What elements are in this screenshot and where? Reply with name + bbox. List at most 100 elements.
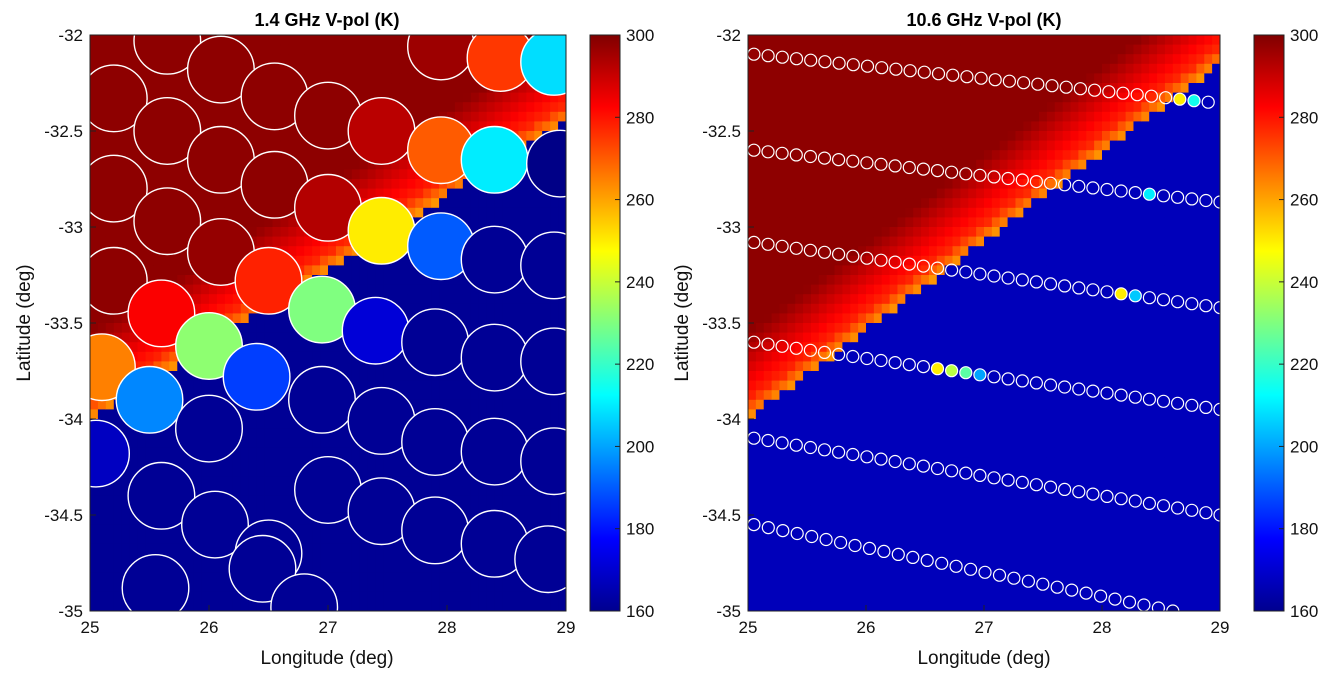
heatmap-cell xyxy=(755,150,765,161)
heatmap-cell xyxy=(248,313,258,324)
heatmap-cell xyxy=(558,419,566,430)
heatmap-cell xyxy=(834,255,843,266)
heatmap-cell xyxy=(763,409,773,420)
heatmap-cell xyxy=(137,342,147,353)
heatmap-cell xyxy=(447,399,456,410)
heatmap-cell xyxy=(375,83,385,94)
heatmap-cell xyxy=(873,102,883,113)
heatmap-cell xyxy=(826,467,836,478)
heatmap-cell xyxy=(304,543,313,554)
heatmap-cell xyxy=(866,275,875,286)
heatmap-cell xyxy=(232,207,242,218)
heatmap-cell xyxy=(304,361,313,372)
heatmap-cell xyxy=(486,582,496,593)
heatmap-cell xyxy=(810,284,820,295)
heatmap-cell xyxy=(105,140,115,151)
heatmap-cell xyxy=(866,495,875,506)
heatmap-cell xyxy=(834,236,843,247)
heatmap-cell xyxy=(795,447,804,458)
heatmap-cell xyxy=(328,54,337,65)
heatmap-cell xyxy=(905,236,914,247)
heatmap-cell xyxy=(312,73,321,84)
heatmap-cell xyxy=(201,467,210,478)
heatmap-cell xyxy=(486,217,496,228)
heatmap-cell xyxy=(834,169,843,180)
heatmap-cell xyxy=(264,35,274,46)
heatmap-cell xyxy=(216,476,226,487)
heatmap-cell xyxy=(423,111,432,122)
heatmap-cell xyxy=(296,140,305,151)
heatmap-cell xyxy=(810,150,820,161)
heatmap-cell xyxy=(90,515,99,526)
heatmap-cell xyxy=(129,447,139,458)
heatmap-cell xyxy=(905,35,914,46)
heatmap-cell xyxy=(383,169,393,180)
heatmap-cell xyxy=(858,601,867,611)
heatmap-cell xyxy=(518,131,527,142)
heatmap-cell xyxy=(834,284,843,295)
heatmap-cell xyxy=(423,207,432,218)
heatmap-cell xyxy=(834,73,843,84)
heatmap-cell xyxy=(858,361,867,372)
heatmap-cell xyxy=(897,447,906,458)
heatmap-cell xyxy=(850,35,859,46)
heatmap-cell xyxy=(351,601,361,611)
heatmap-cell xyxy=(161,534,170,545)
heatmap-cell xyxy=(216,582,226,593)
heatmap-cell xyxy=(858,409,867,420)
heatmap-cell xyxy=(383,275,393,286)
heatmap-cell xyxy=(558,505,566,516)
heatmap-cell xyxy=(272,409,281,420)
heatmap-cell xyxy=(113,476,123,487)
heatmap-cell xyxy=(779,582,788,593)
heatmap-cell xyxy=(810,217,820,228)
heatmap-cell xyxy=(383,83,393,94)
heatmap-cell xyxy=(803,361,812,372)
heatmap-cell xyxy=(558,102,566,113)
heatmap-cell xyxy=(763,227,773,238)
heatmap-cell xyxy=(818,275,828,286)
heatmap-cell xyxy=(145,534,155,545)
heatmap-cell xyxy=(383,159,393,170)
heatmap-cell xyxy=(787,582,796,593)
heatmap-cell xyxy=(905,198,914,209)
heatmap-cell xyxy=(834,457,843,468)
heatmap-cell xyxy=(748,313,757,324)
heatmap-cell xyxy=(90,246,99,257)
heatmap-cell xyxy=(558,323,566,334)
heatmap-cell xyxy=(873,198,883,209)
heatmap-cell xyxy=(296,428,305,439)
heatmap-cell xyxy=(328,428,337,439)
heatmap-cell xyxy=(129,467,139,478)
heatmap-cell xyxy=(905,179,914,190)
heatmap-cell xyxy=(312,438,321,449)
heatmap-cell xyxy=(826,169,836,180)
heatmap-cell xyxy=(748,255,757,266)
heatmap-cell xyxy=(256,332,266,343)
heatmap-cell xyxy=(913,217,922,228)
heatmap-cell xyxy=(842,179,851,190)
heatmap-cell xyxy=(90,563,99,574)
heatmap-cell xyxy=(193,198,202,209)
heatmap-cell xyxy=(826,342,836,353)
heatmap-cell xyxy=(320,246,329,257)
heatmap-cell xyxy=(209,303,218,314)
heatmap-cell xyxy=(905,44,914,55)
heatmap-cell xyxy=(462,409,472,420)
heatmap-cell xyxy=(351,179,361,190)
heatmap-cell xyxy=(787,73,796,84)
heatmap-cell xyxy=(810,505,820,516)
heatmap-cell xyxy=(454,188,464,199)
heatmap-cell xyxy=(818,543,828,554)
colorbar-tick-label: 180 xyxy=(626,520,654,539)
heatmap-cell xyxy=(787,572,796,583)
heatmap-cell xyxy=(129,342,139,353)
heatmap-cell xyxy=(834,534,843,545)
heatmap-cell xyxy=(873,476,883,487)
heatmap-cell xyxy=(510,601,519,611)
heatmap-cell xyxy=(359,447,369,458)
heatmap-cell xyxy=(399,255,408,266)
heatmap-cell xyxy=(113,131,123,142)
heatmap-cell xyxy=(224,294,234,305)
heatmap-cell xyxy=(866,582,875,593)
